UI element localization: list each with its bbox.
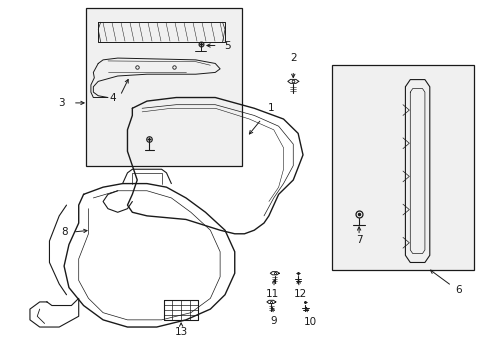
Text: 11: 11 [265,289,279,299]
Text: 12: 12 [293,289,306,299]
Text: 10: 10 [303,317,316,327]
Text: 8: 8 [61,227,67,237]
Text: 2: 2 [289,53,296,63]
Text: 3: 3 [58,98,65,108]
Text: 1: 1 [267,103,274,113]
Text: 13: 13 [174,327,187,337]
Text: 4: 4 [109,93,116,103]
Bar [331,65,473,270]
Text: 9: 9 [270,316,277,325]
Text: 5: 5 [224,41,230,50]
Text: 7: 7 [355,235,362,245]
Text: 6: 6 [455,285,462,296]
Bar [86,8,242,166]
